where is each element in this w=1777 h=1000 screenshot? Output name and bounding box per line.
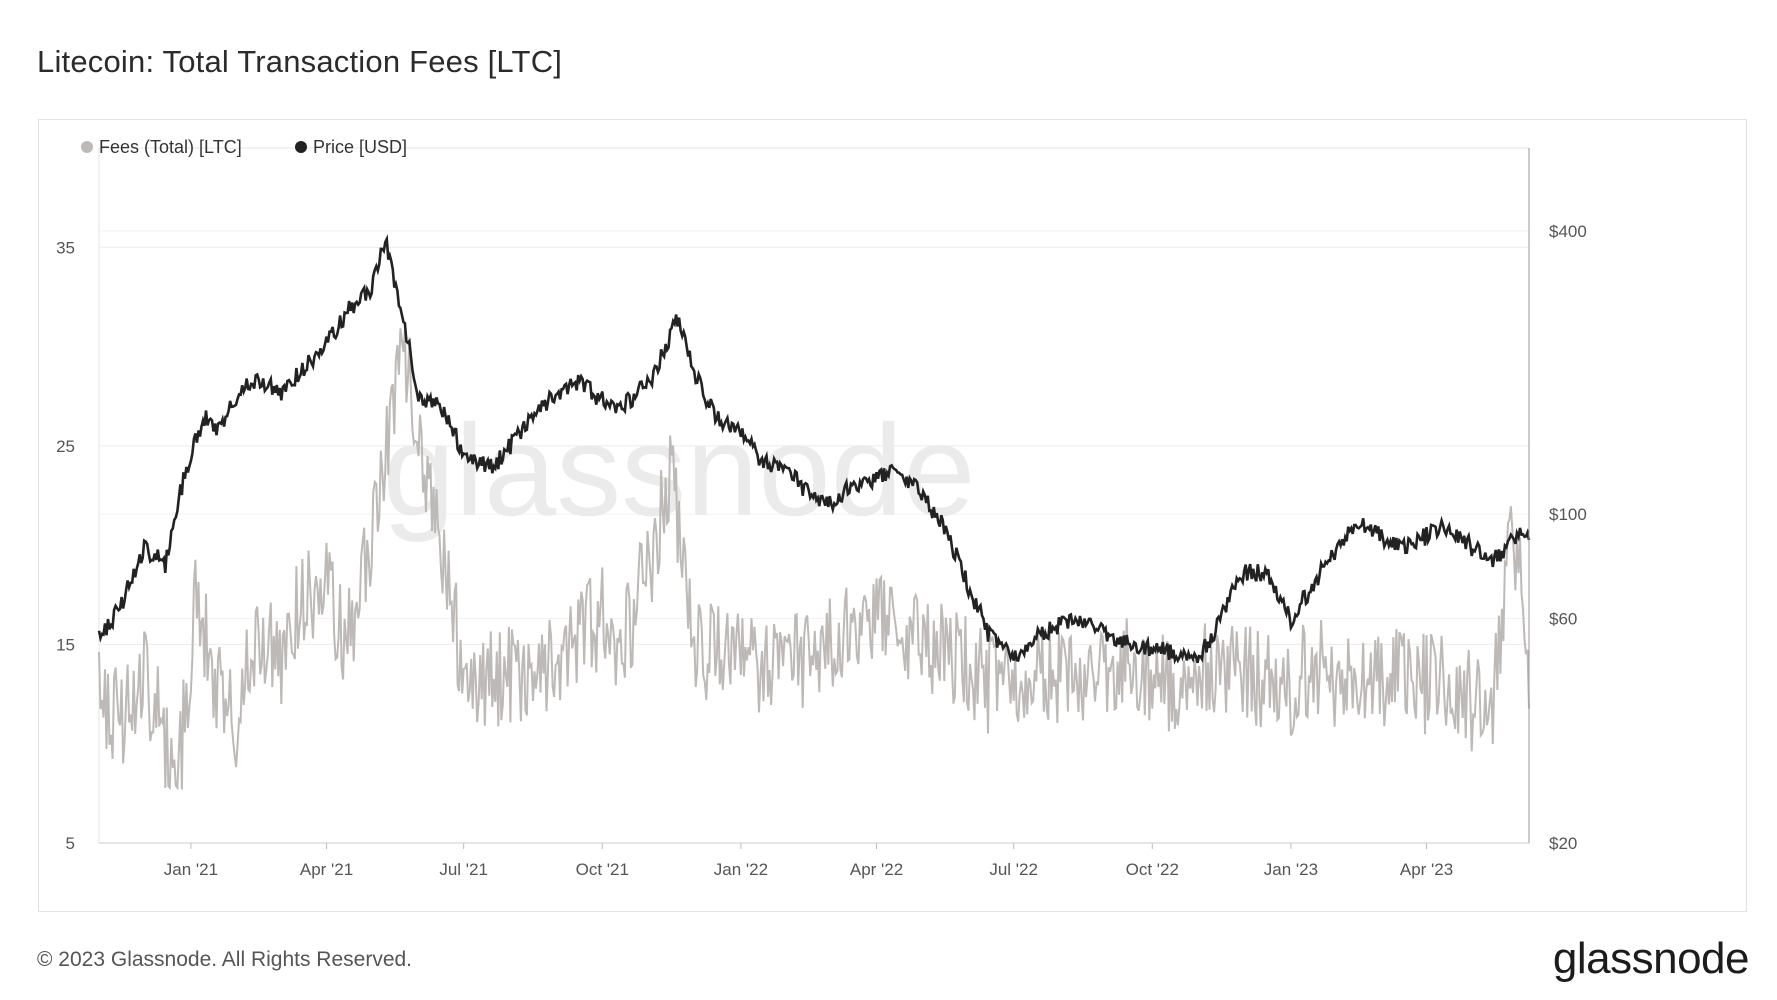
y-left-tick-label: 35 (56, 238, 75, 257)
x-tick-label: Jul '21 (439, 860, 488, 879)
x-tick-label: Jan '23 (1264, 860, 1318, 879)
x-tick-label: Jul '22 (989, 860, 1038, 879)
y-left-tick-label: 15 (56, 635, 75, 654)
fees-series (98, 328, 1530, 791)
x-tick-label: Jan '22 (714, 860, 768, 879)
x-tick-label: Jan '21 (164, 860, 218, 879)
legend-fees-label[interactable]: Fees (Total) [LTC] (99, 137, 242, 157)
axes: 5 15 25 35 $20 $60 $100 $400 Jan '21 Apr '21 Jul '… (56, 148, 1587, 879)
y-right-tick-label: $400 (1549, 222, 1587, 241)
price-series (97, 233, 1531, 665)
legend-price-marker (295, 141, 307, 153)
y-left-tick-label: 25 (56, 437, 75, 456)
x-tick-label: Apr '21 (300, 860, 353, 879)
footer-copyright: © 2023 Glassnode. All Rights Reserved. (37, 948, 413, 971)
fees-series-line (98, 328, 1530, 791)
legend-fees-marker (81, 141, 93, 153)
legend-price-label[interactable]: Price [USD] (313, 137, 407, 157)
x-tick-label: Oct '21 (576, 860, 629, 879)
chart-frame: glassnode 5 15 25 35 $20 $60 $100 $400 Jan '21 Ap… (38, 119, 1747, 912)
y-right-tick-label: $20 (1549, 834, 1577, 853)
page-title: Litecoin: Total Transaction Fees [LTC] (37, 44, 563, 79)
x-tick-label: Apr '22 (850, 860, 903, 879)
x-tick-label: Apr '23 (1400, 860, 1453, 879)
y-left-tick-label: 5 (66, 834, 75, 853)
y-right-tick-label: $100 (1549, 505, 1587, 524)
price-series-line (97, 233, 1531, 665)
x-tick-label: Oct '22 (1126, 860, 1179, 879)
brand-logo[interactable]: glassnode (1552, 934, 1750, 983)
y-right-tick-label: $60 (1549, 610, 1577, 629)
legend[interactable]: Fees (Total) [LTC] Price [USD] (81, 137, 407, 157)
